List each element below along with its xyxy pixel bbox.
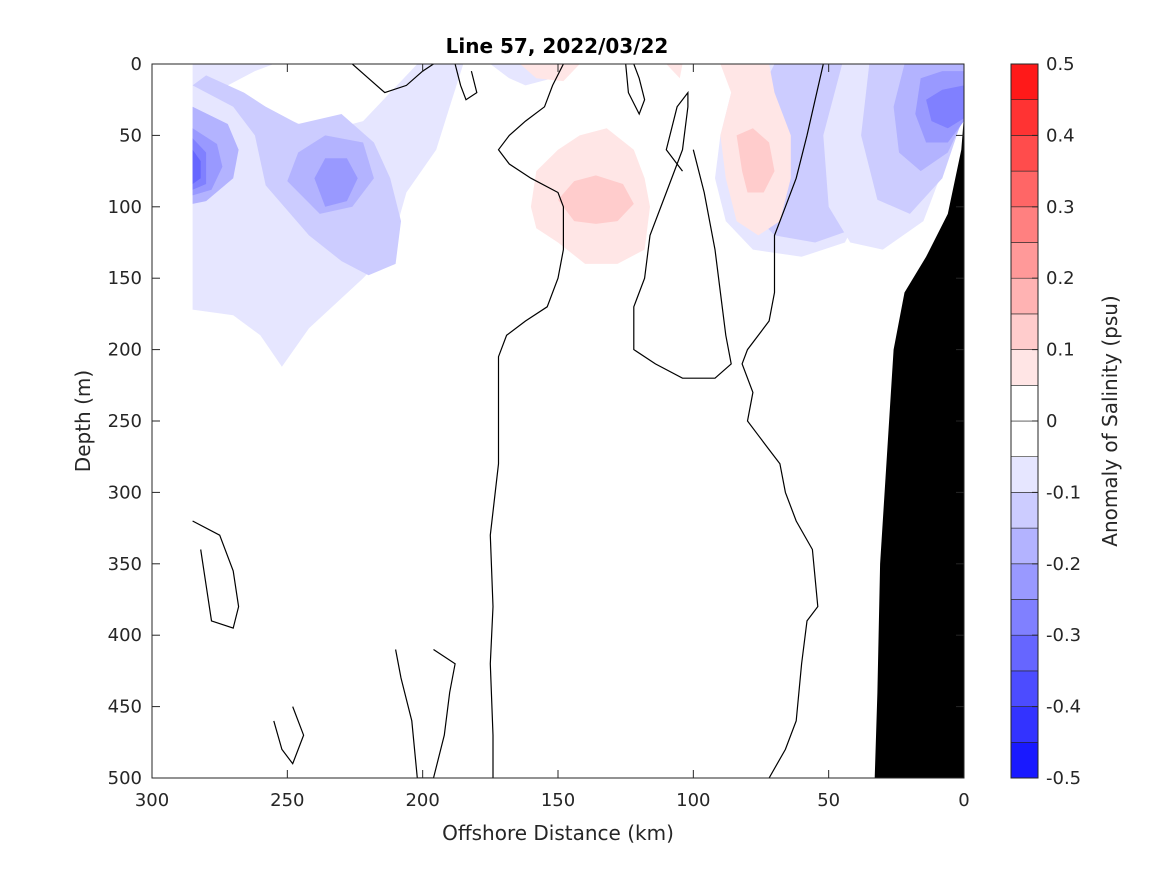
y-tick-label: 300 [108,482,142,503]
colorbar-swatch [1010,206,1039,243]
contour-line-5 [454,64,478,101]
filled-region-7 [192,149,201,184]
y-axis-label: Depth (m) [71,370,95,472]
filled-region-21 [736,128,775,193]
y-tick-label: 350 [108,554,142,575]
colorbar-swatch [1010,634,1039,672]
y-tick-label: 150 [108,268,142,289]
x-tick-label: 100 [676,790,710,811]
colorbar-tick-label: -0.5 [1046,768,1081,789]
colorbar-tick-label: -0.3 [1046,625,1081,646]
bathymetry-polygon [874,115,964,778]
colorbar-swatch [1010,242,1039,279]
colorbar-tick-label: 0.2 [1046,268,1075,289]
colorbar-swatch [1010,527,1039,565]
filled-region-16 [520,64,580,82]
colorbar-swatch [1010,706,1039,743]
colorbar-tick-label: -0.2 [1046,554,1081,575]
contour-line-3 [351,64,434,94]
y-tick-label: 500 [108,768,142,789]
colorbar-swatch [1010,170,1039,208]
bathymetry-shelf [874,115,964,778]
y-tick-label: 200 [108,340,142,361]
colorbar-swatch [1010,99,1039,136]
colorbar-tick-label: -0.1 [1046,482,1081,503]
y-tick-label: 400 [108,625,142,646]
filled-region-19 [558,175,634,224]
y-tick-label: 250 [108,411,142,432]
colorbar-swatch [1010,277,1039,315]
colorbar-swatch [1010,741,1039,779]
y-axis-ticks: 0 50 100 150 200 250 300 350 400 450 500 [108,54,964,789]
filled-contour-regions [192,64,964,367]
colorbar-tick-label: 0.4 [1046,125,1075,146]
contour-line-1 [741,64,824,778]
x-axis-ticks: 300 250 200 150 100 50 0 [135,64,970,811]
contour-line-2 [633,90,732,379]
x-tick-label: 250 [270,790,304,811]
chart-title: Line 57, 2022/03/22 [446,34,669,58]
colorbar-swatch [1010,384,1039,422]
filled-region-17 [666,64,683,79]
filled-region-5 [314,158,358,207]
y-tick-label: 50 [119,125,142,146]
y-tick-label: 450 [108,697,142,718]
colorbar-tick-label: 0 [1046,411,1057,432]
colorbar-swatch [1010,563,1039,600]
colorbar-swatch [1010,492,1039,529]
x-axis-label: Offshore Distance (km) [442,821,674,845]
colorbar-swatch [1010,456,1039,493]
colorbar-swatch [1010,349,1039,386]
colorbar-tick-label: 0.3 [1046,197,1075,218]
x-tick-label: 300 [135,790,169,811]
contour-line-6 [192,520,240,629]
zero-contour-lines [192,64,824,778]
x-tick-label: 200 [405,790,439,811]
filled-region-14 [926,85,964,129]
contour-line-4 [625,64,646,116]
x-tick-label: 50 [817,790,840,811]
x-tick-label: 150 [541,790,575,811]
colorbar-tick-label: 0.5 [1046,54,1075,75]
colorbar-swatch [1010,420,1039,458]
colorbar-swatch [1010,135,1039,172]
colorbar-swatch [1010,313,1039,350]
colorbar-tick-label: -0.4 [1046,697,1081,718]
contour-line-0 [489,64,565,778]
x-tick-label: 0 [958,790,969,811]
colorbar-tick-label: 0.1 [1046,340,1075,361]
colorbar: 0.5 0.4 0.3 0.2 0.1 0 -0.1 -0.2 -0.3 -0.4 -0.5 [1010,54,1081,789]
colorbar-label: Anomaly of Salinity (psu) [1098,295,1122,546]
y-tick-label: 100 [108,197,142,218]
contour-line-7 [395,648,456,778]
colorbar-swatch [1010,63,1039,101]
colorbar-swatch [1010,599,1039,636]
colorbar-swatch [1010,670,1039,707]
y-tick-label: 0 [131,54,142,75]
contour-line-8 [273,706,305,765]
